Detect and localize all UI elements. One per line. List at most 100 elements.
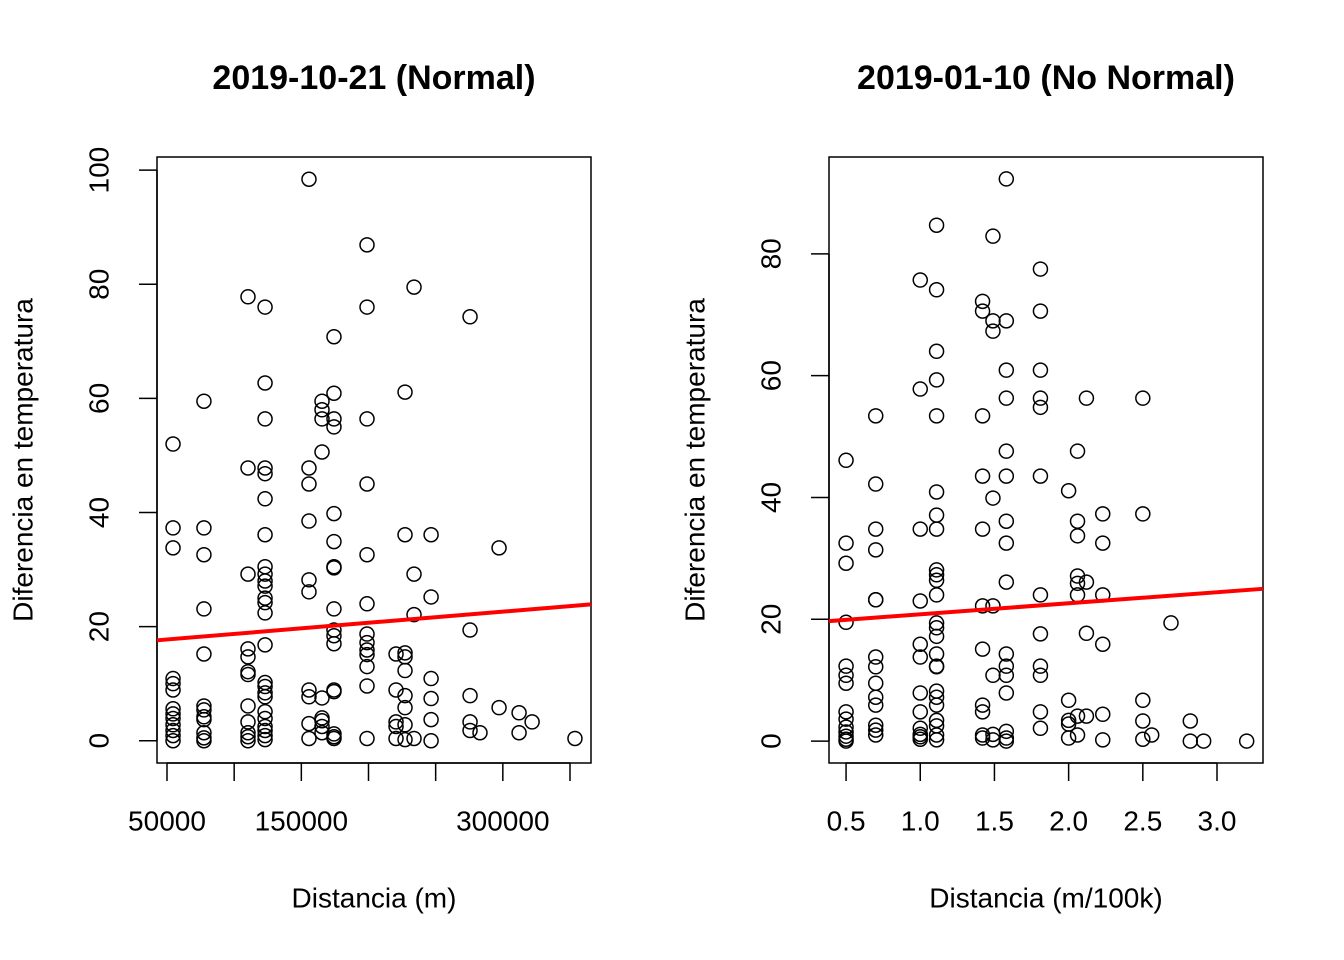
point [998, 658, 1015, 674]
point [928, 727, 945, 743]
point [928, 217, 945, 233]
point [359, 634, 375, 651]
point [257, 710, 273, 727]
point [165, 701, 181, 717]
point [1135, 713, 1151, 729]
point [928, 408, 945, 424]
point [1078, 625, 1095, 642]
point [1078, 708, 1095, 724]
point [998, 513, 1015, 529]
point [165, 436, 181, 452]
point [196, 520, 212, 536]
point [838, 658, 854, 674]
point [196, 725, 212, 741]
point [912, 649, 929, 665]
x-axis-label: Distancia (m/100k) [929, 882, 1162, 913]
point [359, 658, 375, 675]
point [974, 641, 991, 657]
point [1238, 733, 1255, 749]
point [928, 689, 945, 705]
point [326, 683, 342, 700]
point [998, 646, 1015, 662]
point [359, 678, 375, 694]
point [912, 636, 929, 652]
y-tick-label: 0 [755, 733, 786, 749]
point [912, 381, 929, 397]
x-axis-label: Distancia (m) [292, 882, 457, 913]
point [326, 533, 342, 550]
point [1095, 732, 1111, 748]
point [196, 702, 212, 718]
point [1032, 626, 1049, 642]
point [567, 730, 583, 747]
point [1069, 528, 1086, 544]
point [998, 574, 1015, 590]
point [867, 697, 884, 713]
point [1060, 730, 1077, 746]
point [867, 659, 884, 675]
x-tick-label: 150000 [255, 805, 348, 836]
point [240, 460, 256, 476]
point [388, 682, 404, 698]
point [388, 646, 404, 662]
point [257, 590, 273, 606]
point [314, 710, 330, 726]
point [301, 171, 317, 188]
point [326, 558, 342, 575]
point [240, 725, 256, 741]
point [257, 375, 273, 391]
y-axis-label: Diferencia en temperatura [7, 298, 38, 622]
point [397, 699, 413, 716]
point [985, 228, 1001, 244]
point [838, 711, 854, 727]
point [998, 362, 1015, 378]
point [196, 546, 212, 563]
point [928, 620, 945, 636]
point [1069, 708, 1086, 724]
point [240, 663, 256, 680]
point [912, 704, 929, 720]
point [1060, 483, 1077, 499]
point [462, 722, 478, 739]
point [1032, 362, 1049, 378]
point [1135, 692, 1151, 709]
point [240, 732, 256, 749]
point [912, 685, 929, 701]
point [301, 572, 317, 588]
point [1135, 390, 1151, 406]
point [326, 635, 342, 652]
point [257, 727, 273, 744]
point [928, 484, 945, 500]
point [397, 662, 413, 679]
point [974, 697, 991, 713]
point [1069, 443, 1086, 459]
point [462, 309, 478, 325]
point [974, 408, 991, 424]
point [257, 573, 273, 589]
point [1032, 399, 1049, 416]
point [196, 711, 212, 728]
fit-line [156, 602, 592, 643]
point [301, 730, 317, 747]
point [1032, 658, 1049, 674]
point [359, 411, 375, 427]
point [838, 675, 854, 691]
point [998, 443, 1015, 459]
point [928, 587, 945, 603]
point [326, 419, 342, 435]
point [240, 289, 256, 305]
point [928, 372, 945, 388]
point [257, 685, 273, 701]
point [423, 711, 439, 728]
x-tick-label: 50000 [128, 805, 206, 836]
point [1095, 535, 1111, 551]
y-tick-label: 0 [83, 733, 114, 749]
point [257, 491, 273, 507]
point [462, 714, 478, 730]
point [326, 601, 342, 617]
point [165, 520, 181, 536]
point [1182, 713, 1199, 729]
point [257, 703, 273, 720]
point [985, 598, 1001, 614]
